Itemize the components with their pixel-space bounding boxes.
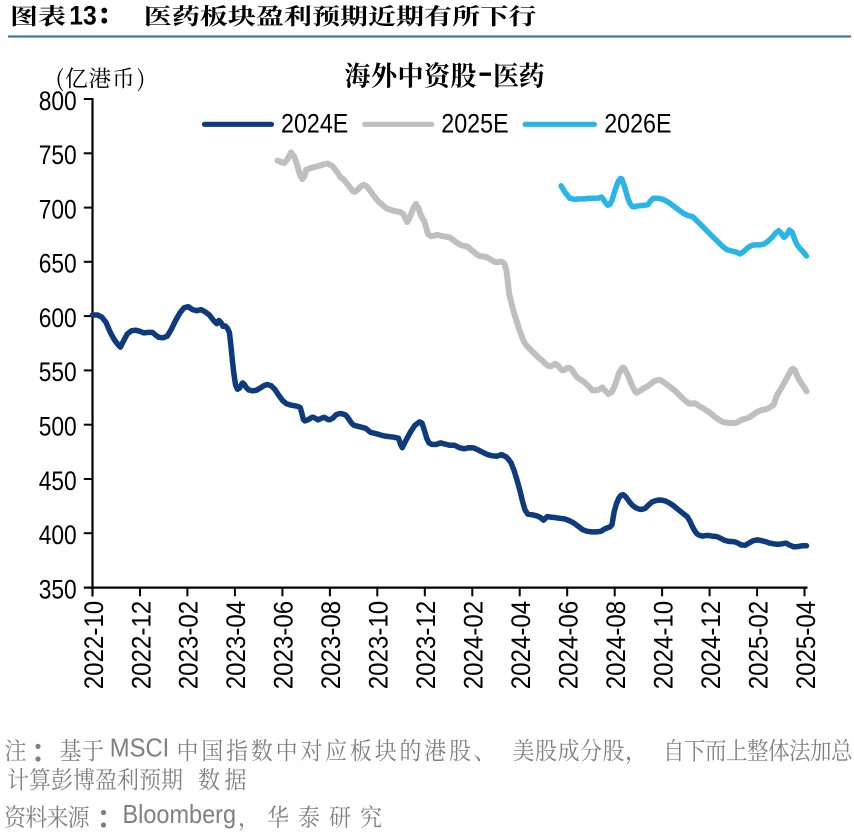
svg-text:2026E: 2026E (604, 109, 671, 139)
svg-text:Bloomberg: Bloomberg (123, 799, 237, 829)
svg-text:2024-04: 2024-04 (506, 601, 536, 690)
svg-text:2024-06: 2024-06 (554, 601, 584, 690)
svg-text:750: 750 (39, 140, 77, 170)
svg-text:450: 450 (39, 466, 77, 496)
svg-text:700: 700 (39, 194, 77, 224)
svg-text:800: 800 (39, 86, 77, 116)
svg-text:550: 550 (39, 357, 77, 387)
svg-text:350: 350 (39, 574, 77, 604)
svg-text:2025E: 2025E (441, 109, 508, 139)
svg-text:13: 13 (69, 1, 97, 31)
svg-text:2024-08: 2024-08 (601, 601, 631, 690)
svg-text:2024-12: 2024-12 (696, 601, 726, 690)
svg-text:2023-02: 2023-02 (174, 601, 204, 690)
svg-text:2023-08: 2023-08 (316, 601, 346, 690)
svg-text:2023-04: 2023-04 (221, 601, 251, 690)
svg-text:2025-02: 2025-02 (743, 601, 773, 690)
svg-text:2022-12: 2022-12 (126, 601, 156, 690)
svg-text:MSCI: MSCI (110, 733, 170, 763)
svg-text:500: 500 (39, 412, 77, 442)
svg-text:2023-12: 2023-12 (411, 601, 441, 690)
svg-text:2024-10: 2024-10 (648, 601, 678, 690)
svg-text:2023-06: 2023-06 (269, 601, 299, 690)
svg-text:600: 600 (39, 303, 77, 333)
svg-text:2022-10: 2022-10 (79, 601, 109, 690)
svg-text:2024E: 2024E (281, 109, 348, 139)
svg-text:650: 650 (39, 249, 77, 279)
svg-text:2025-04: 2025-04 (791, 601, 821, 690)
svg-text:400: 400 (39, 520, 77, 550)
svg-text:2023-10: 2023-10 (364, 601, 394, 690)
svg-text:2024-02: 2024-02 (459, 601, 489, 690)
